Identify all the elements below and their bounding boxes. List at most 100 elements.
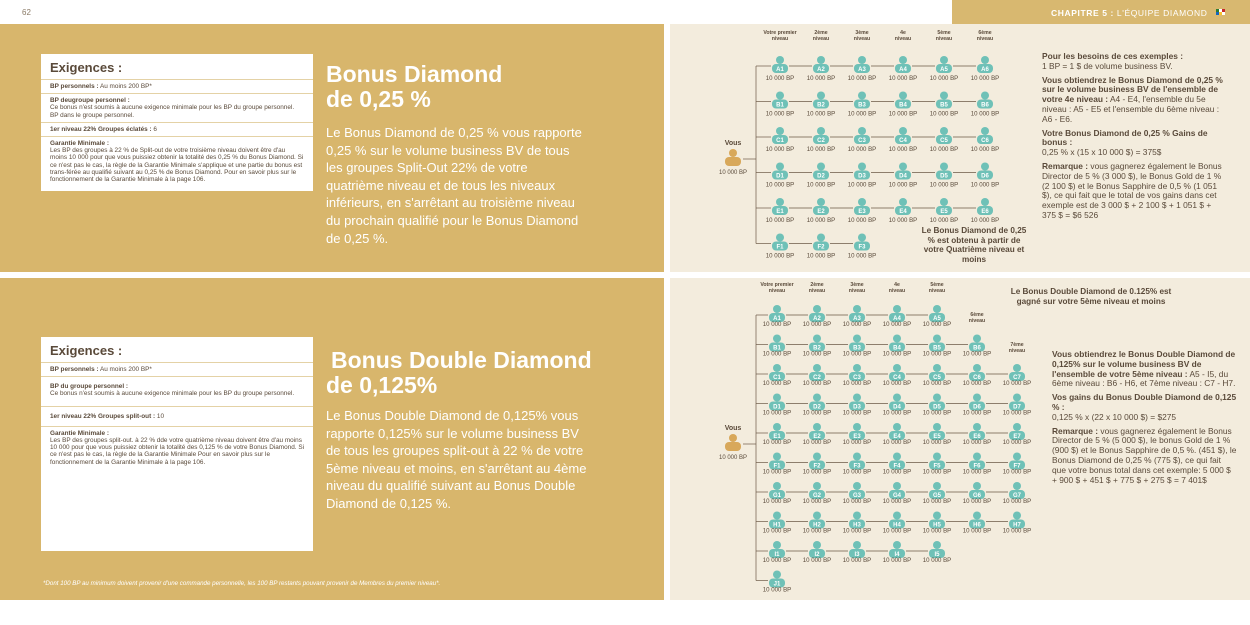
svg-text:A4: A4: [899, 67, 907, 73]
member-bp: 10 000 BP: [848, 217, 876, 224]
member-icon-d3: D3: [854, 162, 870, 180]
member-bp: 10 000 BP: [883, 410, 911, 417]
svg-text:D7: D7: [1013, 405, 1021, 411]
svg-text:B4: B4: [899, 103, 907, 109]
requirements-box-diamond: Exigences : BP personnels : Au moins 200…: [41, 54, 313, 192]
req-group-bp: BP deugroupe personnel : Ce bonus n'est s…: [41, 94, 313, 123]
member-icon-g7: G7: [1009, 482, 1025, 499]
svg-text:G5: G5: [933, 493, 942, 499]
svg-text:F7: F7: [1013, 464, 1021, 470]
member-icon-f1: F1: [769, 452, 785, 470]
member-icon-h3: H3: [849, 511, 865, 529]
svg-text:E6: E6: [973, 434, 981, 440]
svg-text:B3: B3: [858, 103, 866, 109]
member-icon-i2: I2: [809, 541, 825, 558]
callout-diamond: Le Bonus Diamond de 0,25 % est obtenu à …: [921, 226, 1027, 264]
member-icon-a2: A2: [813, 56, 829, 73]
member-icon-b1: B1: [769, 334, 785, 352]
svg-text:H3: H3: [853, 523, 861, 529]
top-diagram-panel: [670, 24, 1250, 272]
svg-text:A3: A3: [853, 316, 861, 322]
member-icon-b3: B3: [849, 334, 865, 352]
member-bp: 10 000 BP: [803, 410, 831, 417]
member-icon-b5: B5: [936, 91, 952, 109]
member-bp: 10 000 BP: [763, 351, 791, 358]
svg-text:H6: H6: [973, 523, 981, 529]
svg-text:D4: D4: [899, 174, 907, 180]
you-label: Vous: [725, 425, 742, 432]
svg-text:D4: D4: [893, 405, 901, 411]
level-header: Votre premier niveau: [763, 30, 796, 42]
level-header: 2ème niveau: [809, 282, 825, 294]
svg-text:D1: D1: [773, 405, 781, 411]
member-icon-e2: E2: [809, 423, 825, 440]
member-bp: 10 000 BP: [848, 182, 876, 189]
svg-text:C3: C3: [858, 138, 866, 144]
member-bp: 10 000 BP: [889, 75, 917, 82]
member-icon-h7: H7: [1009, 511, 1025, 529]
member-icon-e4: E4: [889, 423, 905, 440]
member-bp: 10 000 BP: [766, 111, 794, 118]
member-icon-c3: C3: [849, 364, 865, 381]
svg-text:C2: C2: [813, 375, 821, 381]
member-bp: 10 000 BP: [883, 321, 911, 328]
member-bp: 10 000 BP: [848, 75, 876, 82]
member-bp: 10 000 BP: [763, 528, 791, 535]
member-bp: 10 000 BP: [803, 528, 831, 535]
member-bp: 10 000 BP: [763, 321, 791, 328]
svg-text:B5: B5: [933, 346, 941, 352]
member-icon-c6: C6: [977, 127, 993, 144]
member-bp: 10 000 BP: [848, 253, 876, 260]
svg-text:B6: B6: [981, 103, 989, 109]
svg-text:G1: G1: [773, 493, 782, 499]
member-icon-c5: C5: [929, 364, 945, 381]
member-bp: 10 000 BP: [843, 528, 871, 535]
svg-text:E7: E7: [1013, 434, 1021, 440]
member-icon-d4: D4: [895, 162, 911, 180]
member-bp: 10 000 BP: [963, 469, 991, 476]
member-icon-f1: F1: [772, 233, 788, 251]
member-bp: 10 000 BP: [923, 439, 951, 446]
member-icon-f5: F5: [929, 452, 945, 470]
svg-text:B5: B5: [940, 103, 948, 109]
member-bp: 10 000 BP: [923, 498, 951, 505]
member-bp: 10 000 BP: [803, 469, 831, 476]
member-icon-f2: F2: [809, 452, 825, 470]
requirements-box-double-diamond: Exigences : BP personnels : Au moins 200…: [41, 337, 313, 551]
svg-text:E3: E3: [853, 434, 861, 440]
level-header: 7ème niveau: [1009, 342, 1025, 354]
svg-text:D1: D1: [776, 174, 784, 180]
svg-text:E4: E4: [893, 434, 901, 440]
member-icon-d6: D6: [969, 393, 985, 411]
member-bp: 10 000 BP: [889, 146, 917, 153]
member-bp: 10 000 BP: [807, 217, 835, 224]
svg-text:E5: E5: [933, 434, 941, 440]
svg-text:C4: C4: [899, 138, 907, 144]
svg-text:J1: J1: [774, 582, 781, 588]
member-icon-c5: C5: [936, 127, 952, 144]
member-bp: 10 000 BP: [843, 321, 871, 328]
member-icon-e4: E4: [895, 198, 911, 215]
member-icon-c1: C1: [772, 127, 788, 144]
member-bp: 10 000 BP: [843, 351, 871, 358]
member-bp: 10 000 BP: [883, 380, 911, 387]
member-icon-e3: E3: [854, 198, 870, 215]
member-icon-c2: C2: [809, 364, 825, 381]
member-icon-d2: D2: [809, 393, 825, 411]
svg-text:A3: A3: [858, 67, 866, 73]
member-bp: 10 000 BP: [963, 380, 991, 387]
member-icon-i5: I5: [929, 541, 945, 558]
svg-text:H7: H7: [1013, 523, 1021, 529]
svg-text:I5: I5: [934, 552, 940, 558]
member-icon-e2: E2: [813, 198, 829, 215]
member-bp: 10 000 BP: [763, 498, 791, 505]
level-header: 6ème niveau: [977, 30, 993, 42]
req-split-groups: 1er niveau 22% Groupes éclatés : 6: [41, 123, 313, 138]
member-bp: 10 000 BP: [923, 380, 951, 387]
member-icon-f2: F2: [813, 233, 829, 251]
member-icon-d6: D6: [977, 162, 993, 180]
svg-text:A1: A1: [776, 67, 784, 73]
svg-text:A4: A4: [893, 316, 901, 322]
member-bp: 10 000 BP: [763, 380, 791, 387]
